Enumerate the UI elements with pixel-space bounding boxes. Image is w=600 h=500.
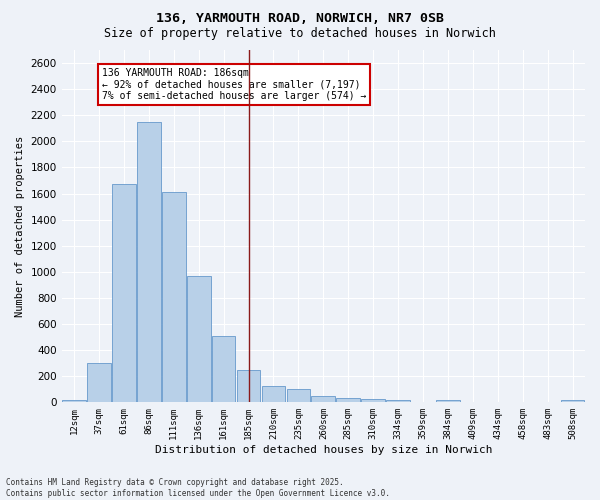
Bar xyxy=(62,400,86,402)
Bar xyxy=(436,400,460,402)
Text: Size of property relative to detached houses in Norwich: Size of property relative to detached ho… xyxy=(104,28,496,40)
X-axis label: Distribution of detached houses by size in Norwich: Distribution of detached houses by size … xyxy=(155,445,492,455)
Bar xyxy=(361,398,385,402)
Text: Contains HM Land Registry data © Crown copyright and database right 2025.
Contai: Contains HM Land Registry data © Crown c… xyxy=(6,478,390,498)
Bar xyxy=(311,396,335,402)
Bar xyxy=(262,386,286,402)
Bar xyxy=(337,398,360,402)
Bar xyxy=(162,192,185,402)
Bar xyxy=(187,276,211,402)
Y-axis label: Number of detached properties: Number of detached properties xyxy=(15,136,25,317)
Bar xyxy=(112,184,136,402)
Text: 136, YARMOUTH ROAD, NORWICH, NR7 0SB: 136, YARMOUTH ROAD, NORWICH, NR7 0SB xyxy=(156,12,444,26)
Bar xyxy=(87,363,111,403)
Bar xyxy=(386,400,410,402)
Bar xyxy=(237,370,260,402)
Bar xyxy=(287,390,310,402)
Bar xyxy=(561,400,584,402)
Text: 136 YARMOUTH ROAD: 186sqm
← 92% of detached houses are smaller (7,197)
7% of sem: 136 YARMOUTH ROAD: 186sqm ← 92% of detac… xyxy=(101,68,366,102)
Bar xyxy=(212,336,235,402)
Bar xyxy=(137,122,161,402)
